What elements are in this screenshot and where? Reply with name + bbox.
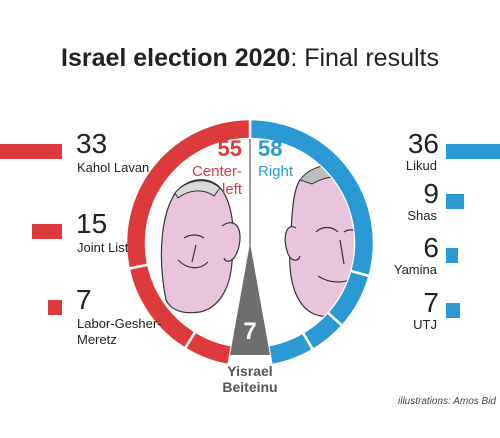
seats-left-party-2: 7 xyxy=(76,284,92,315)
illustration-credit: illustrations: Amos Bid xyxy=(398,396,496,407)
seats-right-party-1: 9 xyxy=(423,178,439,209)
bar-right-party-3 xyxy=(446,303,460,318)
name-right-party-3: UTJ xyxy=(413,317,437,332)
seats-right-party-0: 36 xyxy=(408,128,439,159)
seats-left-party-0: 33 xyxy=(76,128,107,159)
ring-segment-right-3 xyxy=(266,330,315,367)
yisrael-beiteinu-label-line: Beiteinu xyxy=(222,379,277,395)
center-left-label-line: Center- xyxy=(192,163,242,180)
title-bold: Israel election 2020 xyxy=(61,44,291,72)
center-left-label-line: left xyxy=(222,181,243,198)
name-right-party-0: Likud xyxy=(406,158,437,173)
seats-right-party-3: 7 xyxy=(423,287,439,318)
right-label-line: Right xyxy=(258,163,294,180)
title-rest: : Final results xyxy=(290,44,439,72)
ring-segment-left-0 xyxy=(124,117,252,271)
seats-left-party-1: 15 xyxy=(76,208,107,239)
name-left-party-0: Kahol Lavan xyxy=(77,160,149,175)
bar-left-party-1 xyxy=(32,224,62,239)
left-face-illustration xyxy=(160,179,241,314)
center-left-total: 55 xyxy=(218,136,242,161)
name-right-party-2: Yamina xyxy=(394,262,438,277)
bar-right-party-2 xyxy=(446,248,458,263)
bar-left-party-2 xyxy=(48,300,62,315)
name-left-party-2: Meretz xyxy=(77,332,117,347)
seats-right-party-2: 6 xyxy=(423,232,439,263)
right-total: 58 xyxy=(258,136,282,161)
bar-right-party-0 xyxy=(446,144,500,159)
yisrael-beiteinu-wedge xyxy=(230,243,270,355)
ring-segment-left-1 xyxy=(127,263,198,351)
ring-segment-left-2 xyxy=(183,329,234,367)
yisrael-beiteinu-seats: 7 xyxy=(243,318,256,345)
name-right-party-1: Shas xyxy=(407,208,437,223)
name-left-party-2: Labor-Gesher- xyxy=(77,316,162,331)
bar-left-party-0 xyxy=(0,144,62,159)
name-left-party-1: Joint List xyxy=(77,240,129,255)
bar-right-party-1 xyxy=(446,194,464,209)
yisrael-beiteinu-label-line: Yisrael xyxy=(227,363,272,379)
chart-title: Israel election 2020: Final results xyxy=(0,44,500,73)
